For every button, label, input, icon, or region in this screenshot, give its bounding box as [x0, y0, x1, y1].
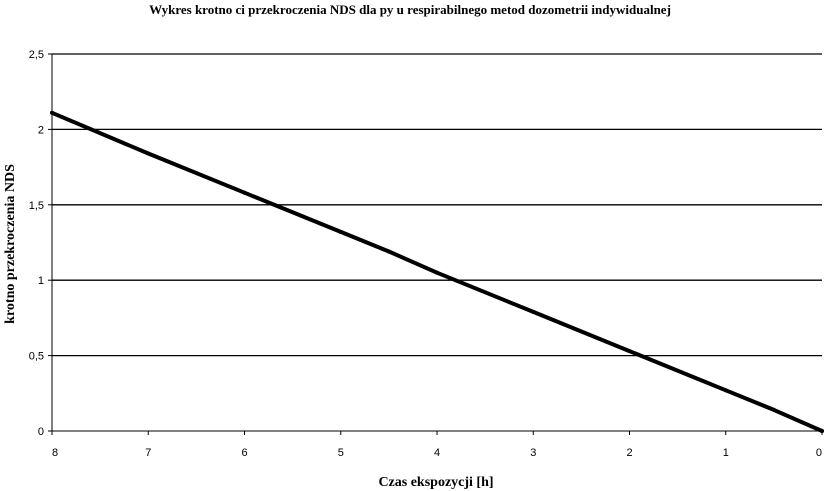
- x-tick-label-7: 1: [723, 447, 729, 459]
- x-tick-label-1: 7: [145, 447, 151, 459]
- x-axis-ticks: 8 7 6 5 4 3 2 1 0: [51, 431, 823, 459]
- data-point-0-7: [627, 349, 632, 354]
- y-tick-label-2: 1: [38, 275, 44, 287]
- gridlines: [52, 53, 822, 357]
- x-tick-label-6: 2: [626, 447, 632, 459]
- x-axis-title: Czas ekspozycji [h]: [378, 475, 493, 490]
- x-tick-label-2: 6: [241, 447, 247, 459]
- x-tick-label-5: 3: [530, 447, 536, 459]
- axes: [51, 54, 822, 432]
- y-axis-title: krotno przekroczenia NDS: [3, 164, 18, 324]
- data-point-0-1: [146, 151, 151, 156]
- data-point-0-5: [435, 270, 439, 275]
- y-tick-label-0: 0: [38, 426, 44, 438]
- data-point-0-9: [771, 407, 776, 412]
- y-tick-label-5: 2,5: [29, 49, 44, 61]
- y-tick-label-4: 2: [38, 124, 44, 136]
- x-tick-label-0: 8: [52, 447, 58, 459]
- series-layer: [50, 110, 824, 433]
- data-point-0-10: [820, 429, 824, 433]
- x-tick-label-3: 5: [338, 447, 344, 459]
- data-point-0-6: [531, 309, 536, 314]
- chart-title: Wykres krotno ci przekroczenia NDS dla p…: [149, 2, 671, 17]
- data-point-0-8: [723, 388, 728, 393]
- data-point-0-3: [338, 229, 343, 234]
- data-point-0-2: [242, 190, 247, 195]
- y-tick-label-1: 0,5: [29, 351, 44, 363]
- data-point-0-0: [50, 110, 54, 115]
- x-tick-label-8: 0: [816, 447, 822, 459]
- y-axis-ticks: 0 0,5 1 1,5 2 2,5: [29, 49, 52, 438]
- data-point-0-4: [386, 249, 391, 254]
- y-tick-label-3: 1,5: [29, 200, 44, 212]
- x-tick-label-4: 4: [434, 447, 440, 459]
